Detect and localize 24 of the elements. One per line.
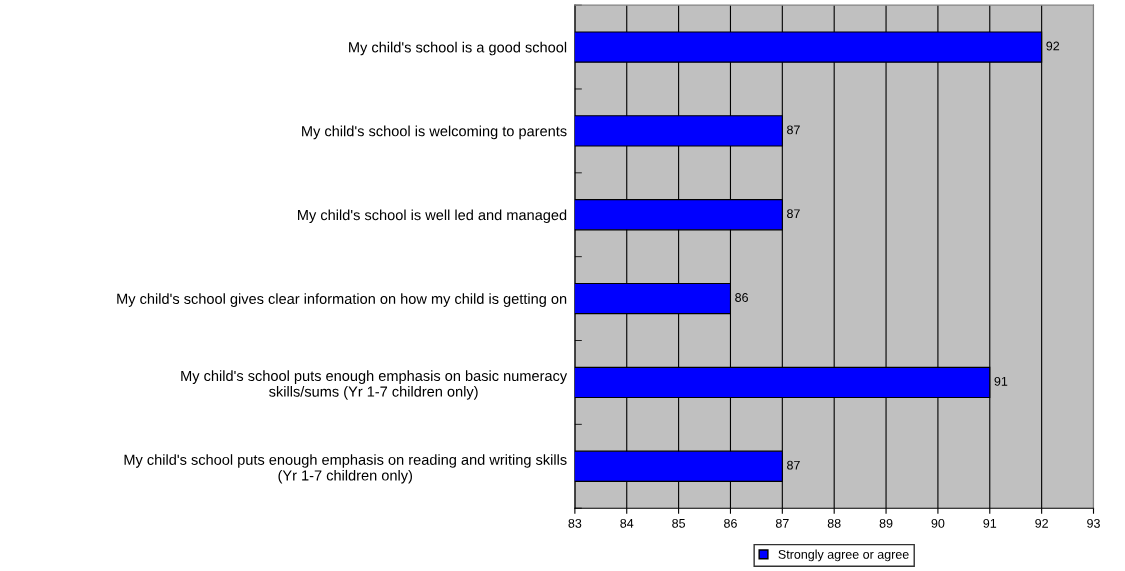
- data-label: 87: [787, 209, 800, 219]
- x-tick-label: 84: [620, 518, 634, 528]
- y-tick-label: My child's school gives clear information on how my child is getting on: [117, 293, 567, 307]
- x-tick-label: 90: [931, 518, 945, 528]
- data-label: 87: [787, 125, 800, 135]
- x-tick-label: 91: [983, 518, 997, 528]
- x-tick-label: 88: [827, 518, 841, 528]
- y-tick-label: My child's school is well led and managed: [298, 209, 567, 224]
- data-label: 91: [994, 376, 1008, 386]
- y-tick-label: My child's school puts enough emphasis on basic numeracy skills/sums (Yr 1-7 children only): [181, 370, 568, 400]
- data-label: 86: [735, 293, 748, 302]
- legend-label: Strongly agree or agree: [778, 549, 909, 562]
- x-tick-label: 92: [1035, 518, 1048, 528]
- x-tick-label: 86: [724, 518, 737, 528]
- x-tick-label: 89: [879, 518, 893, 528]
- x-tick-label: 87: [775, 518, 789, 528]
- x-tick-label: 93: [1087, 518, 1100, 528]
- y-tick-label: My child's school is welcoming to parents: [302, 125, 567, 140]
- y-tick-label: My child's school puts enough emphasis on reading and writing skills (Yr 1-7 children only): [124, 454, 567, 484]
- y-tick-label: My child's school is a good school: [349, 41, 567, 56]
- data-label: 92: [1046, 41, 1060, 51]
- x-tick-label: 85: [672, 518, 686, 528]
- data-label: 87: [787, 460, 800, 470]
- x-tick-label: 83: [568, 518, 582, 528]
